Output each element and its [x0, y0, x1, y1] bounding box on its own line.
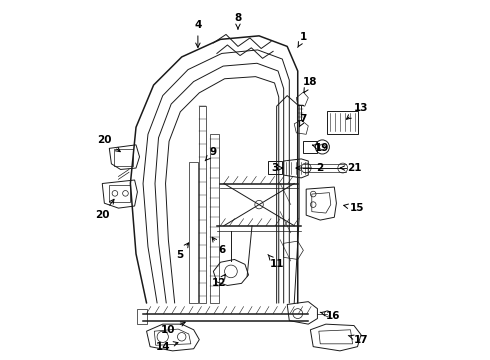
Text: 16: 16	[320, 311, 340, 321]
Text: 9: 9	[205, 147, 217, 161]
Text: 11: 11	[268, 255, 284, 269]
Text: 21: 21	[340, 163, 361, 173]
Text: 10: 10	[160, 322, 185, 335]
Text: 2: 2	[296, 163, 324, 173]
Text: 8: 8	[234, 13, 242, 29]
Text: 1: 1	[298, 32, 307, 48]
Text: 5: 5	[176, 243, 189, 260]
Text: 17: 17	[348, 334, 368, 345]
Text: 14: 14	[155, 342, 178, 352]
Text: 15: 15	[343, 203, 365, 213]
Text: 12: 12	[212, 274, 226, 288]
Text: 7: 7	[299, 114, 307, 127]
Text: 13: 13	[346, 103, 368, 119]
Text: 20: 20	[95, 199, 114, 220]
Text: 20: 20	[97, 135, 120, 152]
Text: 19: 19	[312, 143, 330, 153]
Text: 18: 18	[303, 77, 318, 93]
Text: 4: 4	[194, 20, 201, 48]
Text: 6: 6	[212, 237, 225, 255]
Text: 3: 3	[271, 163, 283, 173]
